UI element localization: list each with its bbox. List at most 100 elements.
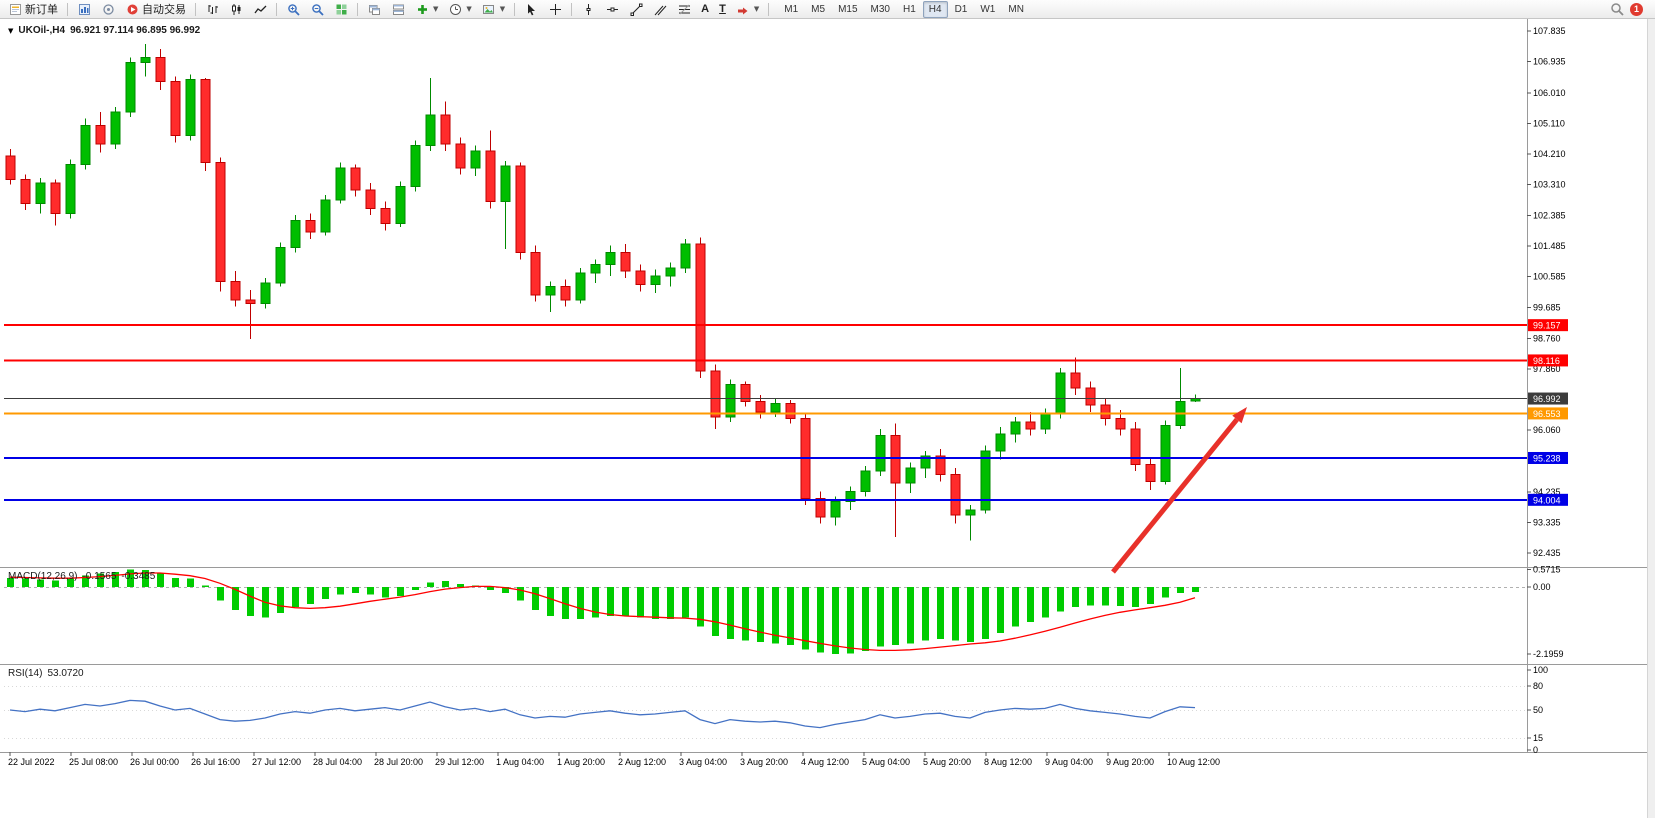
candlestick-series [5,44,1201,541]
label-tool-t-icon: T [719,3,726,15]
bar-chart-mode-button[interactable] [201,1,223,18]
period-button[interactable]: ▼ [444,1,475,18]
svg-text:100.585: 100.585 [1533,272,1566,282]
svg-text:94.235: 94.235 [1533,487,1561,497]
notification-badge[interactable]: 1 [1630,2,1643,16]
svg-text:26 Jul 16:00: 26 Jul 16:00 [191,757,240,767]
price-line-96.992[interactable]: 96.992 [4,392,1568,405]
timeframe-button-d1[interactable]: D1 [954,3,968,15]
timeframe-button-m5[interactable]: M5 [811,3,826,15]
market-watch-button[interactable] [73,1,95,18]
fibonacci-tool-button[interactable] [673,1,695,18]
price-line-98.116[interactable]: 98.116 [4,354,1568,367]
arrange-windows-button[interactable] [387,1,409,18]
cascade-windows-button[interactable] [363,1,385,18]
rsi-name: RSI(14) [8,668,43,679]
svg-text:10 Aug 12:00: 10 Aug 12:00 [1167,757,1220,767]
time-axis[interactable]: 22 Jul 2022 25 Jul 08:00 26 Jul 00:00 26 Ju… [8,752,1220,767]
svg-text:9 Aug 20:00: 9 Aug 20:00 [1106,757,1154,767]
text-tool-button[interactable]: A [697,1,713,18]
crosshair-icon [548,2,562,16]
price-line-96.553[interactable]: 96.553 [4,407,1568,420]
svg-text:1 Aug 04:00: 1 Aug 04:00 [496,757,544,767]
svg-text:96.992: 96.992 [1533,394,1561,404]
arrow-tool-button[interactable]: ▼ [732,1,763,18]
template-icon [482,2,496,16]
svg-text:50: 50 [1533,705,1543,715]
bar-chart-icon [205,2,219,16]
toolbar-right-group: 1 [1610,2,1651,16]
timeframe-button-mn[interactable]: MN [1008,3,1024,15]
chart-title: ▼ UKOil-,H4 96.921 97.114 96.895 96.992 [8,25,200,36]
new-order-icon [8,2,22,16]
svg-text:28 Jul 20:00: 28 Jul 20:00 [374,757,423,767]
auto-trading-button[interactable]: 自动交易 [121,1,190,18]
svg-text:0: 0 [1533,745,1538,755]
svg-text:99.685: 99.685 [1533,302,1561,312]
svg-text:0.5715: 0.5715 [1533,565,1561,575]
svg-text:27 Jul 12:00: 27 Jul 12:00 [252,757,301,767]
zoom-out-button[interactable] [306,1,328,18]
cursor-icon [524,2,538,16]
channel-icon [653,2,667,16]
zoom-out-icon [310,2,324,16]
svg-text:104.210: 104.210 [1533,149,1566,159]
symbol-dropdown-icon: ▼ [8,26,14,35]
channel-tool-button[interactable] [649,1,671,18]
timeframe-button-w1[interactable]: W1 [980,3,996,15]
chevron-down-icon: ▼ [466,5,472,13]
add-indicator-button[interactable]: ▼ [411,1,442,18]
svg-text:92.435: 92.435 [1533,548,1561,558]
new-order-button[interactable]: 新订单 [4,1,62,18]
horizontal-line-tool-button[interactable] [601,1,623,18]
svg-text:95.238: 95.238 [1533,453,1561,463]
zoom-in-icon [286,2,300,16]
line-chart-icon [253,2,267,16]
tile-windows-button[interactable] [330,1,352,18]
zoom-in-button[interactable] [282,1,304,18]
candlestick-icon [229,2,243,16]
label-tool-button[interactable]: T [715,1,730,18]
svg-text:97.860: 97.860 [1533,364,1561,374]
scrollbar-strip[interactable] [1647,19,1655,818]
svg-text:107.835: 107.835 [1533,26,1566,36]
alerts-button[interactable] [97,1,119,18]
timeframe-button-m30[interactable]: M30 [870,3,890,15]
market-watch-icon [77,2,91,16]
price-scale[interactable]: 107.835 106.935 106.010 105.110 104.210 103.3… [1527,26,1566,558]
timeframe-button-h4[interactable]: H4 [922,0,948,18]
trendline-tool-button[interactable] [625,1,647,18]
search-icon[interactable] [1610,2,1624,16]
clock-icon [448,2,462,16]
svg-text:94.004: 94.004 [1533,495,1561,505]
alerts-icon [101,2,115,16]
price-line-95.238[interactable]: 95.238 [4,451,1568,464]
toolbar: 新订单 自动交易 [0,0,1655,19]
arrow-tool-icon [736,2,750,16]
timeframe-button-m1[interactable]: M1 [784,3,799,15]
vertical-line-tool-button[interactable] [577,1,599,18]
line-chart-mode-button[interactable] [249,1,271,18]
svg-text:15: 15 [1533,733,1543,743]
cursor-tool-button[interactable] [520,1,542,18]
svg-text:29 Jul 12:00: 29 Jul 12:00 [435,757,484,767]
toolbar-separator [357,2,358,16]
svg-text:101.485: 101.485 [1533,241,1566,251]
trendline-icon [629,2,643,16]
text-tool-a-icon: A [701,3,710,15]
add-indicator-icon [415,2,429,16]
trend-arrow-annotation[interactable] [1111,407,1247,574]
candlestick-mode-button[interactable] [225,1,247,18]
macd-main-value: -0.1565 [82,571,117,582]
crosshair-tool-button[interactable] [544,1,566,18]
price-line-99.157[interactable]: 99.157 [4,319,1568,332]
macd-signal-value: -0.3485 [121,571,156,582]
rsi-panel-label: RSI(14) 53.0720 [8,668,84,679]
timeframe-button-h1[interactable]: H1 [902,3,916,15]
price-line-94.004[interactable]: 94.004 [4,493,1568,506]
template-button[interactable]: ▼ [478,1,509,18]
svg-text:3 Aug 04:00: 3 Aug 04:00 [679,757,727,767]
svg-text:5 Aug 20:00: 5 Aug 20:00 [923,757,971,767]
timeframe-button-m15[interactable]: M15 [838,3,858,15]
